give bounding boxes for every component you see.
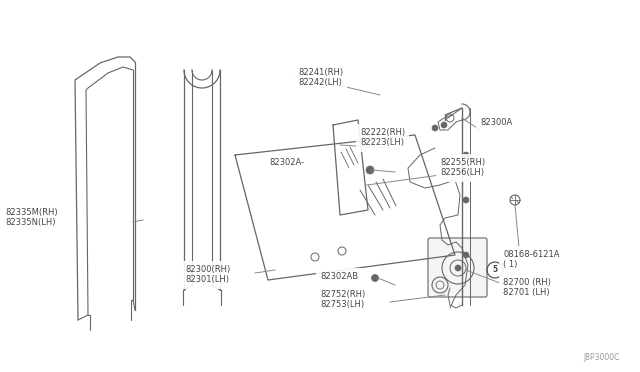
Text: 82302A-: 82302A- <box>270 158 305 167</box>
Text: 5: 5 <box>492 266 497 275</box>
Text: 82222(RH)
82223(LH): 82222(RH) 82223(LH) <box>360 128 405 147</box>
Text: 82752(RH)
82753(LH): 82752(RH) 82753(LH) <box>320 290 365 310</box>
Text: 82255(RH)
82256(LH): 82255(RH) 82256(LH) <box>440 158 485 177</box>
Circle shape <box>463 197 469 203</box>
Text: 82241(RH)
82242(LH): 82241(RH) 82242(LH) <box>298 68 343 87</box>
Circle shape <box>463 252 469 258</box>
Circle shape <box>366 166 374 174</box>
Text: J8P3000C: J8P3000C <box>584 353 620 362</box>
Text: 82335M(RH)
82335N(LH): 82335M(RH) 82335N(LH) <box>5 208 58 227</box>
Circle shape <box>463 152 469 158</box>
Circle shape <box>441 122 447 128</box>
Text: 82300A: 82300A <box>480 118 512 127</box>
Text: 82302AB: 82302AB <box>320 272 358 281</box>
Text: 82700 (RH)
82701 (LH): 82700 (RH) 82701 (LH) <box>503 278 551 297</box>
Text: 08168-6121A
( 1): 08168-6121A ( 1) <box>503 250 559 269</box>
Text: 82300(RH)
82301(LH): 82300(RH) 82301(LH) <box>185 265 230 285</box>
FancyBboxPatch shape <box>428 238 487 297</box>
Circle shape <box>432 125 438 131</box>
Circle shape <box>371 275 378 282</box>
Circle shape <box>455 265 461 271</box>
